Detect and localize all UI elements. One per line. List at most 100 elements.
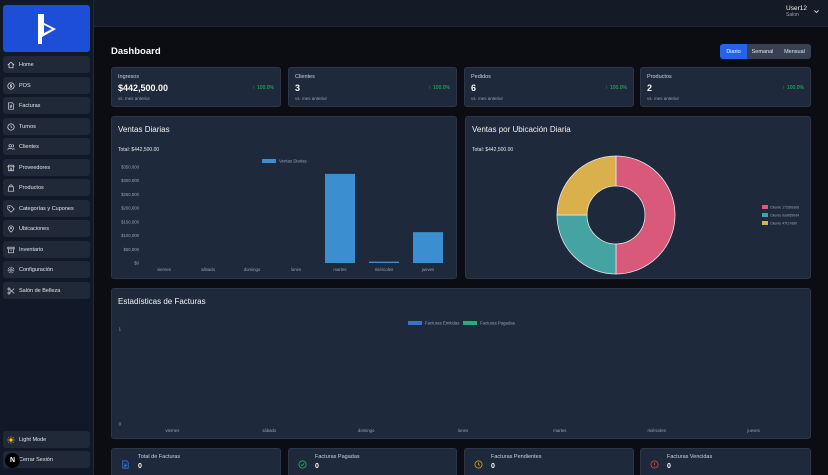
card-label: Facturas Pagadas — [315, 454, 360, 460]
sidebar-item-inventario[interactable]: Inventario — [3, 241, 90, 258]
sidebar-item-clientes[interactable]: Clientes — [3, 138, 90, 155]
legend-swatch — [762, 205, 768, 209]
y-tick-label: $200,000 — [121, 206, 140, 211]
y-tick-label: $350,000 — [121, 165, 140, 170]
sidebar-item-label: Productos — [19, 184, 44, 191]
stat-trend: ↑ 100.0% — [783, 85, 804, 91]
stat-label: Pedidos — [471, 74, 491, 80]
pie-slice — [556, 155, 617, 216]
user-menu[interactable]: User12 Salon — [786, 5, 820, 18]
y-tick-label: 0 — [119, 422, 122, 427]
sidebar-item-label: Configuración — [19, 266, 53, 273]
x-tick-label: miércoles — [648, 428, 666, 433]
stat-label: Productos — [647, 74, 672, 80]
sidebar-item-ubicaciones[interactable]: Ubicaciones — [3, 220, 90, 237]
pie-slice — [556, 214, 617, 275]
sidebar-item-label: Salón de Belleza — [19, 287, 61, 294]
sun-icon — [7, 435, 15, 444]
sidebar-item-home[interactable]: Home — [3, 56, 90, 73]
users-icon — [7, 143, 15, 151]
help-bubble-icon[interactable]: N — [5, 453, 20, 468]
invoice-chart-panel: Estadísticas de Facturas 0 1 viernes sábado… — [111, 288, 811, 439]
store-icon — [7, 164, 15, 172]
sidebar: Home POS Facturas Turnos Clientes Provee… — [0, 0, 94, 475]
home-icon — [7, 61, 15, 69]
sidebar-item-label: Home — [19, 61, 34, 68]
x-tick-label: lunes — [291, 267, 301, 272]
sales-chart-panel: Ventas Diarias Total: $442,500.00 $0 $50,… — [111, 116, 457, 279]
stat-sub: vs. mes anterior — [647, 96, 680, 101]
trend-value: 100.0% — [787, 85, 804, 91]
y-tick-label: $300,000 — [121, 178, 140, 183]
sidebar-item-label: Clientes — [19, 143, 39, 150]
legend-label: Cliente 47f17d80 — [770, 222, 797, 226]
sidebar-item-label: Facturas — [19, 102, 41, 109]
stat-card-pedidos: Pedidos 6 vs. mes anterior ↑ 100.0% — [464, 67, 634, 107]
alert-circle-icon — [650, 460, 659, 469]
y-tick-label: $0 — [134, 261, 139, 266]
chevron-down-icon — [814, 10, 819, 14]
legend-label: Cliente 1728f0a08 — [770, 206, 799, 210]
tab-mensual[interactable]: Mensual — [784, 48, 805, 55]
tab-diario[interactable]: Diario — [720, 44, 747, 59]
sidebar-item-proveedores[interactable]: Proveedores — [3, 159, 90, 176]
card-value: 0 — [491, 463, 495, 470]
stat-trend: ↑ 100.0% — [606, 85, 627, 91]
check-circle-icon — [298, 460, 307, 469]
tab-semanal[interactable]: Semanal — [751, 48, 774, 55]
arrow-up-icon: ↑ — [428, 85, 432, 91]
card-label: Facturas Pendientes — [491, 454, 542, 460]
light-mode-toggle[interactable]: Light Mode — [3, 431, 90, 448]
sidebar-item-categorias[interactable]: Categorías y Cupones — [3, 200, 90, 217]
stat-value: 6 — [471, 83, 477, 93]
sidebar-item-productos[interactable]: Productos — [3, 179, 90, 196]
bag-icon — [7, 184, 15, 192]
sidebar-item-label: Categorías y Cupones — [19, 205, 74, 212]
x-tick-label: miércoles — [375, 267, 393, 272]
sidebar-item-turnos[interactable]: Turnos — [3, 118, 90, 135]
y-tick-label: $100,000 — [121, 233, 140, 238]
stat-trend: ↑ 100.0% — [429, 85, 450, 91]
x-tick-label: lunes — [458, 428, 468, 433]
arrow-up-icon: ↑ — [782, 85, 786, 91]
legend-swatch — [408, 321, 422, 325]
user-name: User12 — [786, 5, 807, 12]
topbar: User12 Salon — [94, 0, 828, 27]
page-title: Dashboard — [111, 46, 161, 57]
x-tick-label: viernes — [157, 267, 171, 272]
scissors-icon — [7, 287, 15, 295]
clock-icon — [7, 122, 15, 131]
y-tick-label: $50,000 — [123, 247, 139, 252]
user-role: Salon — [786, 12, 799, 18]
x-tick-label: jueves — [746, 428, 759, 433]
brand-logo[interactable] — [3, 5, 90, 52]
trend-value: 100.0% — [433, 85, 450, 91]
card-facturas-pagadas: Facturas Pagadas 0 — [288, 448, 457, 475]
legend-label: Cliente 0a9f850d4 — [770, 214, 799, 218]
sidebar-item-label: Turnos — [19, 123, 36, 130]
card-facturas-pendientes: Facturas Pendientes 0 — [464, 448, 634, 475]
x-tick-label: jueves — [421, 267, 434, 272]
stat-value: 3 — [295, 83, 301, 93]
sidebar-item-facturas[interactable]: Facturas — [3, 97, 90, 114]
x-tick-label: sábado — [262, 428, 277, 433]
sidebar-item-label: POS — [19, 82, 31, 89]
archive-icon — [7, 246, 15, 254]
x-tick-label: domingo — [358, 428, 375, 433]
stat-label: Clientes — [295, 74, 315, 80]
legend-label: Facturas Pagadas — [480, 321, 515, 326]
sidebar-item-configuracion[interactable]: Configuración — [3, 261, 90, 278]
light-mode-label: Light Mode — [19, 436, 47, 443]
pie-slice — [615, 155, 676, 275]
document-icon — [122, 460, 129, 469]
x-tick-label: viernes — [165, 428, 179, 433]
sidebar-item-salon[interactable]: Salón de Belleza — [3, 282, 90, 299]
logo-icon — [37, 13, 56, 44]
stat-sub: vs. mes anterior — [118, 96, 151, 101]
card-value: 0 — [138, 463, 142, 470]
logout-label: Cerrar Sesión — [19, 456, 53, 463]
sidebar-item-pos[interactable]: POS — [3, 77, 90, 94]
legend-swatch — [762, 213, 768, 217]
stat-trend: ↑ 100.0% — [253, 85, 274, 91]
sales-bar-chart: $0 $50,000 $100,000 $150,000 $200,000 $250,00… — [121, 159, 443, 272]
